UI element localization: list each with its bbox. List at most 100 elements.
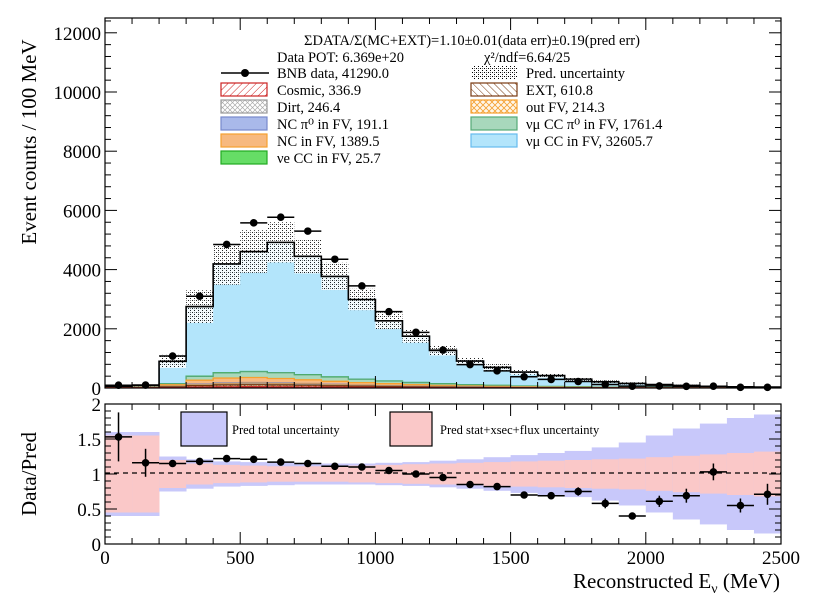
legend-label-cosmic: Cosmic, 336.9 bbox=[277, 83, 361, 99]
data-point bbox=[493, 367, 501, 375]
ratio-legend-total-label: Pred total uncertainty bbox=[232, 423, 340, 437]
ratio-band-flux bbox=[510, 461, 539, 487]
data-point bbox=[763, 383, 772, 392]
ratio-y-tick-label: 0.5 bbox=[77, 500, 101, 521]
ratio-band-flux bbox=[726, 453, 755, 495]
ratio-point bbox=[520, 491, 528, 499]
ratio-band-flux bbox=[645, 457, 674, 491]
legend-label-data: BNB data, 41290.0 bbox=[277, 66, 389, 82]
data-point bbox=[520, 372, 528, 381]
data-point bbox=[601, 380, 610, 389]
ratio-band-flux bbox=[240, 465, 268, 483]
ratio-points bbox=[105, 412, 781, 520]
ratio-legend-total-swatch bbox=[180, 411, 228, 447]
ratio-point bbox=[439, 473, 447, 482]
x-tick-label: 2000 bbox=[627, 548, 665, 569]
data-point bbox=[276, 213, 285, 222]
legend-label-outfv: out FV, 214.3 bbox=[526, 100, 605, 116]
ratio-band-flux bbox=[564, 460, 593, 488]
data-points bbox=[105, 213, 781, 392]
ratio-point bbox=[682, 491, 691, 500]
y-tick-label: 12000 bbox=[54, 24, 102, 45]
data-point bbox=[168, 352, 177, 360]
legend-swatch-nuecc bbox=[220, 150, 268, 165]
ratio-point bbox=[304, 459, 312, 468]
ratio-point bbox=[655, 497, 664, 506]
ratio-y-tick-label: 2 bbox=[92, 395, 102, 416]
ratio-band-flux bbox=[348, 465, 376, 483]
legend: BNB data, 41290.0 Pred. uncertainty Cosmic… bbox=[220, 66, 663, 167]
data-point bbox=[331, 255, 339, 264]
ratio-point bbox=[412, 470, 420, 478]
ratio-legend-flux-label: Pred stat+xsec+flux uncertainty bbox=[440, 423, 600, 437]
x-tick-label: 0 bbox=[100, 548, 110, 569]
ratio-point bbox=[195, 457, 204, 466]
bottom-y-axis-title: Data/Pred bbox=[17, 432, 41, 516]
ratio-band-flux bbox=[213, 464, 241, 484]
legend-swatch-dirt bbox=[220, 99, 268, 114]
data-point bbox=[412, 328, 420, 337]
header-pot: Data POT: 6.369e+20 bbox=[277, 50, 404, 66]
ratio-point bbox=[222, 454, 231, 463]
ratio-point bbox=[114, 433, 123, 441]
data-point bbox=[222, 240, 231, 249]
legend-data-marker bbox=[241, 69, 249, 77]
data-point bbox=[358, 282, 366, 290]
ratio-point bbox=[763, 490, 772, 499]
legend-swatch-numuccpi0 bbox=[470, 116, 518, 131]
legend-label-nuecc: νe CC in FV, 25.7 bbox=[277, 151, 381, 167]
legend-swatch-nc bbox=[220, 133, 268, 148]
data-point bbox=[547, 375, 555, 384]
data-point bbox=[466, 360, 474, 369]
top-y-axis: 0 2000 4000 6000 8000 10000 12000 bbox=[54, 20, 781, 400]
ratio-point bbox=[331, 462, 339, 471]
ratio-band-flux bbox=[618, 458, 647, 490]
top-y-axis-title: Event counts / 100 MeV bbox=[17, 39, 41, 244]
header-chi2: χ²/ndf=6.64/25 bbox=[483, 50, 570, 66]
data-point bbox=[385, 307, 393, 316]
data-point bbox=[304, 227, 312, 235]
x-axis-title: Reconstructed Eν (MeV) bbox=[573, 569, 780, 597]
ratio-band-flux bbox=[186, 463, 214, 485]
ratio-band-flux bbox=[267, 466, 295, 482]
ratio-band-flux bbox=[321, 466, 349, 482]
data-point bbox=[114, 381, 123, 389]
x-tick-label: 1500 bbox=[492, 548, 530, 569]
ratio-point bbox=[628, 512, 637, 520]
legend-swatch-ncpi0 bbox=[220, 116, 268, 131]
ratio-y-tick-label: 0 bbox=[92, 535, 102, 556]
top-plot-frame bbox=[104, 17, 782, 389]
ratio-point bbox=[736, 501, 745, 510]
y-tick-label: 6000 bbox=[63, 201, 101, 222]
bottom-axes: 0 0.5 1 1.5 2 0 500 1000 1500 2000 2500 bbox=[77, 395, 800, 569]
ratio-point bbox=[385, 466, 393, 475]
ratio-y-tick-label: 1 bbox=[92, 465, 102, 486]
ratio-band-flux bbox=[456, 462, 484, 486]
ratio-band-flux bbox=[483, 462, 511, 486]
legend-label-ext: EXT, 610.8 bbox=[526, 83, 593, 99]
ratio-point bbox=[709, 468, 718, 476]
legend-label-dirt: Dirt, 246.4 bbox=[277, 100, 341, 116]
header-line1: ΣDATA/Σ(MC+EXT)=1.10±0.01(data err)±0.19… bbox=[304, 33, 640, 49]
ratio-band-flux bbox=[672, 455, 701, 493]
data-point bbox=[682, 382, 691, 391]
legend-swatch-numucc bbox=[470, 133, 518, 148]
ratio-band-flux bbox=[537, 460, 566, 488]
ratio-point bbox=[168, 459, 177, 468]
data-point bbox=[709, 382, 718, 391]
ratio-point bbox=[601, 499, 610, 508]
y-tick-label: 4000 bbox=[63, 261, 101, 282]
legend-swatch-outfv bbox=[470, 99, 518, 114]
ratio-point bbox=[249, 455, 258, 464]
ratio-band-flux bbox=[591, 459, 620, 489]
data-point bbox=[195, 292, 204, 301]
legend-label-nc: NC in FV, 1389.5 bbox=[277, 134, 379, 150]
data-point bbox=[628, 382, 637, 390]
ratio-point bbox=[141, 459, 150, 467]
legend-swatch-ext bbox=[470, 82, 518, 97]
ratio-uncertainty-bands bbox=[105, 414, 781, 534]
data-point bbox=[736, 383, 745, 392]
legend-label-numucc: νμ CC in FV, 32605.7 bbox=[526, 134, 653, 150]
legend-label-ncpi0: NC π⁰ in FV, 191.1 bbox=[277, 117, 389, 133]
